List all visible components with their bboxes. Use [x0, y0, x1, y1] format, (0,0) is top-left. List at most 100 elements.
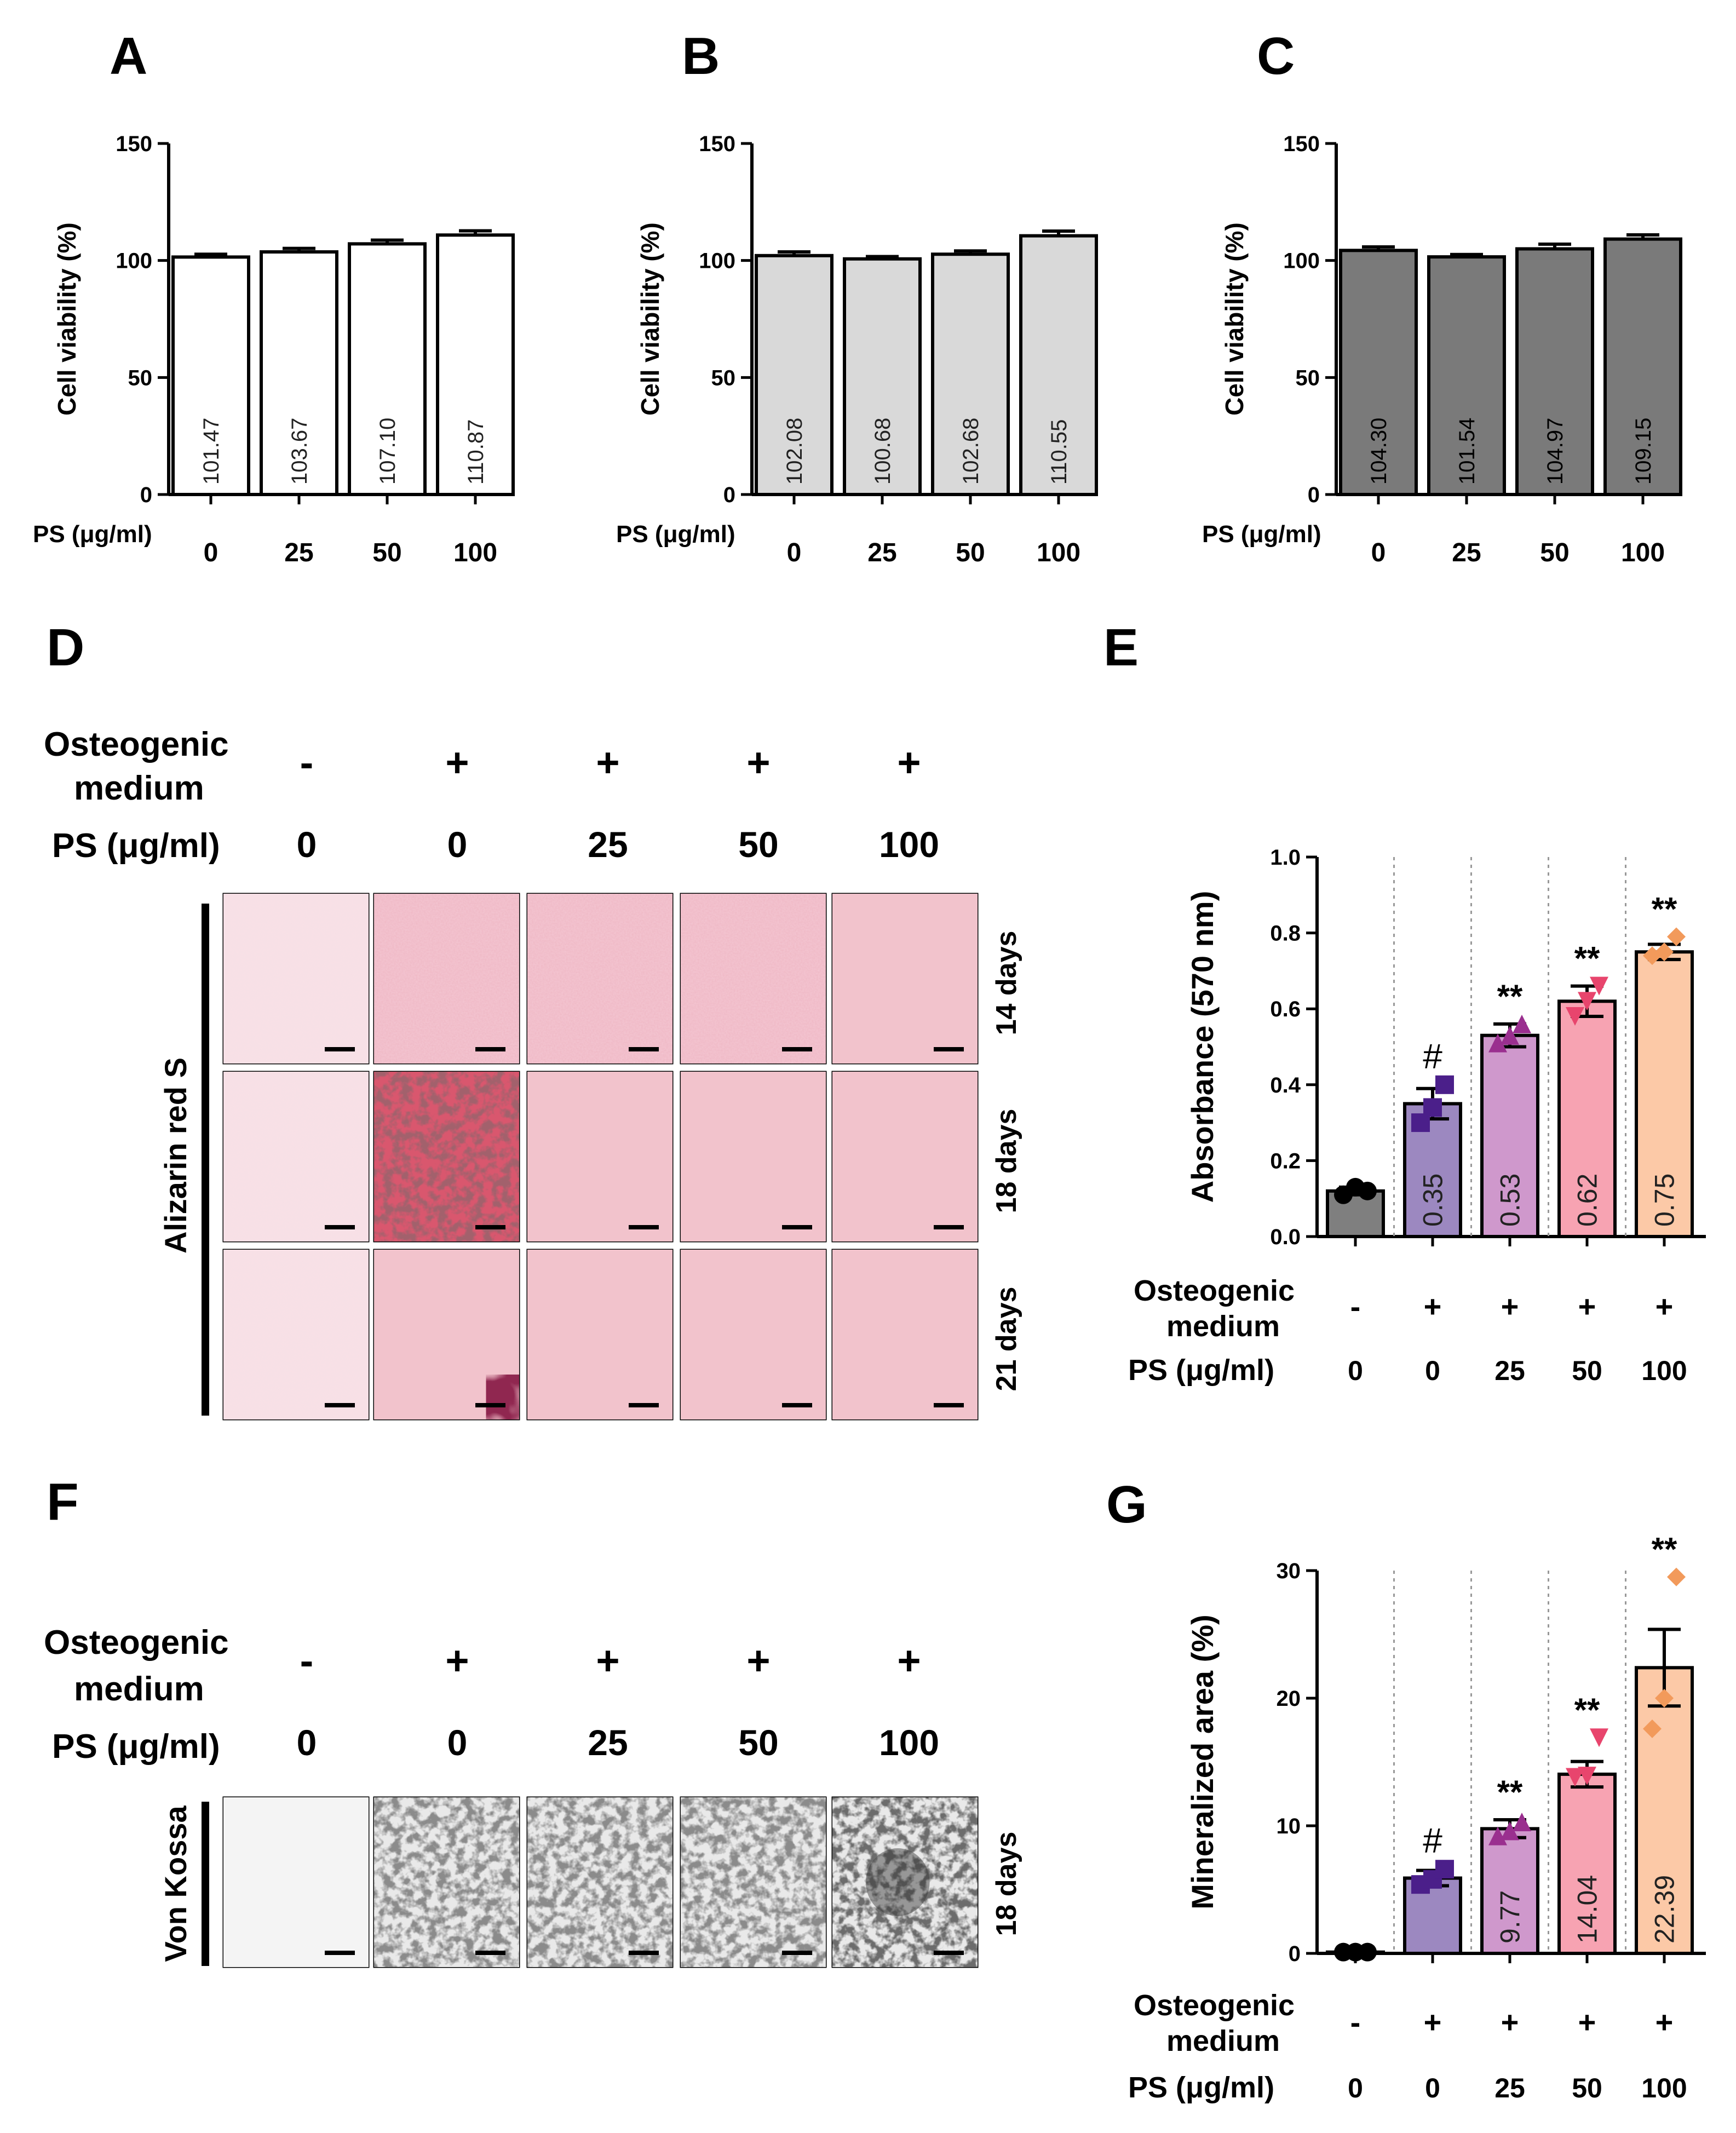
tile-texture — [223, 1072, 369, 1241]
panel-label-e: E — [1103, 618, 1139, 677]
alizarin-tile — [373, 1071, 520, 1243]
significance-mark: ** — [1497, 1774, 1523, 1810]
alizarin-tile — [373, 893, 520, 1065]
osteo-label-f-2: medium — [74, 1670, 204, 1708]
tile-texture — [374, 894, 519, 1063]
y-axis-label: Mineralized area (%) — [1185, 1614, 1220, 1909]
category-label: 0 — [1371, 538, 1386, 567]
y-tick-label: 0 — [723, 483, 735, 507]
bar — [171, 255, 250, 496]
y-tick-label: 0.4 — [1270, 1073, 1301, 1097]
significance-mark: # — [1423, 1821, 1442, 1860]
medium-sign: - — [1350, 1289, 1361, 1324]
bg — [832, 1250, 978, 1419]
panel-label-g: G — [1106, 1475, 1147, 1534]
scale-bar — [325, 1951, 355, 1955]
osteo-label-g-1: Osteogenic — [1134, 1989, 1295, 2022]
y-axis-label: Cell viability (%) — [53, 222, 81, 416]
category-label: 0 — [1425, 1355, 1440, 1386]
tile-texture — [832, 1250, 978, 1419]
medium-sign: + — [1501, 2005, 1519, 2039]
chart-A: 0 50 100 150 Cell viability (%) 101.47 103.67 1… — [53, 132, 515, 567]
data-point — [1566, 1768, 1584, 1787]
ps-value: 0 — [447, 1722, 468, 1763]
alizarin-tile — [373, 1249, 520, 1421]
chart-B: 0 50 100 150 Cell viability (%) 102.08 100.68 1… — [636, 132, 1098, 567]
medium-sign: + — [1578, 1289, 1596, 1324]
data-point — [1358, 1942, 1377, 1962]
tile-texture — [374, 1072, 519, 1241]
blobs — [486, 1375, 519, 1419]
value-label: 100.68 — [871, 418, 895, 485]
value-label: 110.87 — [464, 419, 488, 485]
von-kossa-tile — [222, 1796, 370, 1968]
speckle — [374, 1797, 519, 1967]
ps-value: 0 — [297, 1722, 317, 1763]
medium-sign: + — [596, 1638, 619, 1683]
scale-bar — [325, 1225, 355, 1229]
von-kossa-tile — [526, 1796, 674, 1968]
ps-axis-label-a: PS (μg/ml) — [33, 521, 152, 548]
value-label: 102.68 — [959, 418, 983, 485]
osteo-label-d-1: Osteogenic — [44, 726, 229, 763]
category-label: 100 — [1621, 538, 1665, 567]
scale-bar — [934, 1951, 964, 1955]
panel-label-c: C — [1257, 27, 1295, 85]
medium-sign: + — [746, 1638, 770, 1683]
chart-C: 0 50 100 150 Cell viability (%) 104.30 101.54 1… — [1220, 132, 1682, 567]
medium-sign: + — [445, 740, 469, 785]
scale-bar — [475, 1225, 505, 1229]
data-point — [1358, 1181, 1377, 1200]
osteo-label-f-1: Osteogenic — [44, 1624, 229, 1661]
speckle — [527, 1797, 672, 1967]
data-point — [1435, 1860, 1454, 1879]
category-label: 25 — [1494, 1355, 1525, 1386]
value-label: 0.62 — [1572, 1174, 1603, 1227]
tile-texture — [223, 1250, 369, 1419]
tile-texture — [527, 894, 672, 1063]
bar — [755, 254, 833, 496]
y-tick-label: 1.0 — [1270, 846, 1301, 870]
value-label: 14.04 — [1572, 1875, 1603, 1944]
value-label: 103.67 — [288, 418, 312, 485]
y-tick-label: 0.0 — [1270, 1225, 1301, 1249]
value-label: 101.54 — [1455, 418, 1479, 485]
row-label-14-days: 14 days — [991, 931, 1022, 1036]
bg — [832, 1072, 978, 1241]
alizarin-tile — [831, 1249, 979, 1421]
category-label: 100 — [1641, 2073, 1687, 2103]
y-tick-label: 0.8 — [1270, 922, 1301, 946]
category-label: 0 — [1348, 1355, 1363, 1386]
alizarin-bracket — [202, 904, 209, 1416]
scale-bar — [629, 1225, 659, 1229]
y-tick-label: 0 — [1308, 483, 1320, 507]
scale-bar — [934, 1403, 964, 1407]
medium-sign: + — [1655, 1289, 1674, 1324]
value-label: 102.08 — [783, 418, 807, 485]
alizarin-tile — [222, 893, 370, 1065]
speckle — [681, 1797, 826, 1967]
noise — [223, 1072, 369, 1241]
category-label: 50 — [1540, 538, 1569, 567]
medium-sign: + — [1424, 1289, 1442, 1324]
tile-texture — [527, 1250, 672, 1419]
category-label: 100 — [453, 538, 497, 567]
medium-sign: + — [746, 740, 770, 785]
y-tick-label: 150 — [699, 132, 735, 156]
osteo-label-e-1: Osteogenic — [1134, 1274, 1295, 1307]
significance-mark: ** — [1497, 978, 1523, 1015]
y-tick-label: 0.2 — [1270, 1149, 1301, 1173]
ps-value: 0 — [447, 824, 468, 865]
row-label-18-days: 18 days — [991, 1109, 1022, 1214]
medium-sign: + — [897, 740, 921, 785]
tile-texture — [832, 894, 978, 1063]
medium-sign: - — [300, 1638, 314, 1683]
category-label: 50 — [1572, 2073, 1602, 2103]
data-point — [1435, 1075, 1454, 1094]
ps-label-g: PS (μg/ml) — [1128, 2071, 1274, 2104]
value-label: 107.10 — [376, 418, 400, 485]
data-point — [1655, 1689, 1674, 1707]
header-conditions-d: - + + + +0 0 25 50 100 — [297, 740, 939, 865]
scale-bar — [782, 1951, 812, 1955]
